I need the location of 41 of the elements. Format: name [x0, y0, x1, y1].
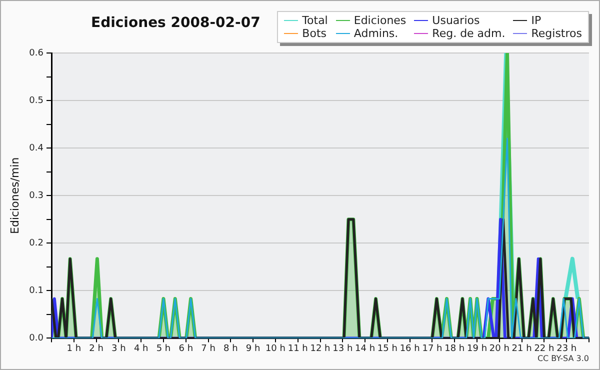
x-tick-label: 16 h	[400, 344, 420, 354]
x-tick-label: 17 h	[422, 344, 442, 354]
legend-label: Reg. de adm.	[432, 27, 506, 40]
x-tick-label: 15 h	[377, 344, 398, 354]
x-tick-label: 10 h	[265, 344, 286, 354]
x-tick-label: 3 h	[112, 344, 126, 354]
x-tick-label: 8 h	[224, 344, 238, 354]
x-tick-label: 13 h	[332, 344, 353, 354]
x-tick-label: 6 h	[178, 344, 194, 354]
legend-label: Ediciones	[354, 14, 406, 27]
x-tick-label: 2 h	[89, 344, 104, 354]
x-tick-label: 11 h	[288, 344, 308, 354]
y-tick-label: 0.2	[29, 238, 44, 248]
y-tick-label: 0.0	[29, 334, 44, 344]
x-tick-label: 12 h	[310, 344, 330, 354]
x-tick-label: 21 h	[512, 344, 532, 354]
y-tick-label: 0.5	[29, 96, 44, 106]
x-tick-label: 20 h	[489, 344, 510, 354]
x-tick-label: 14 h	[355, 344, 376, 354]
text: CC BY-SA 3.0	[537, 354, 589, 364]
x-tick-label: 7 h	[201, 344, 216, 354]
x-tick-label: 4 h	[134, 344, 148, 354]
legend-label: IP	[531, 14, 542, 27]
chart-title: Ediciones 2008-02-07	[91, 15, 260, 31]
x-tick-label: 5 h	[156, 344, 171, 354]
x-tick-label: 18 h	[444, 344, 465, 354]
y-tick-label: 0.4	[29, 143, 44, 154]
y-tick-label: 0.6	[29, 48, 44, 58]
legend-label: Bots	[302, 27, 326, 40]
legend-label: Admins.	[354, 27, 398, 40]
y-axis-title: Ediciones/min	[8, 157, 22, 234]
y-tick-label: 0.3	[29, 190, 44, 201]
x-tick-label: 23 h	[556, 344, 577, 354]
legend-label: Registros	[531, 27, 582, 40]
y-tick-label: 0.1	[29, 286, 44, 296]
legend-label: Total	[302, 14, 328, 27]
legend-label: Usuarios	[432, 14, 480, 27]
x-tick-label: 22 h	[534, 344, 554, 354]
x-tick-label: 19 h	[467, 344, 488, 354]
x-tick-label: 1 h	[66, 344, 82, 354]
x-tick-label: 9 h	[246, 344, 260, 354]
